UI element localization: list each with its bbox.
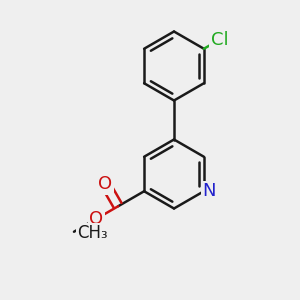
Text: CH₃: CH₃ bbox=[77, 224, 108, 242]
Text: N: N bbox=[202, 182, 216, 200]
Text: Cl: Cl bbox=[211, 31, 228, 49]
Text: O: O bbox=[98, 175, 112, 193]
Text: O: O bbox=[89, 210, 103, 228]
